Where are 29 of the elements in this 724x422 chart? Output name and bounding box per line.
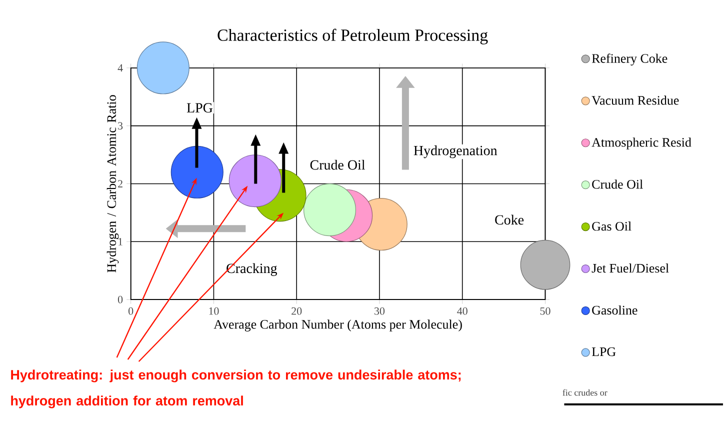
legend-label: Gasoline <box>592 305 638 314</box>
legend-label: Gas Oil <box>592 221 632 230</box>
x-tick-label: 40 <box>457 307 468 315</box>
y-tick-label: 2 <box>118 180 122 188</box>
x-tick-label: 0 <box>128 307 134 315</box>
legend-label: Crude Oil <box>592 179 643 189</box>
y-tick-label: 4 <box>118 64 123 72</box>
y-tick-label: 1 <box>118 238 122 246</box>
annotation: Crude Oil <box>310 160 366 170</box>
annotation: LPG <box>186 102 213 112</box>
annotation: Coke <box>495 214 524 224</box>
x-tick-label: 20 <box>292 307 302 315</box>
legend-label: Atmospheric Resid <box>592 137 692 150</box>
legend-label: Jet Fuel/Diesel <box>592 263 669 272</box>
legend-label: Vacuum Residue <box>592 95 679 105</box>
x-tick-label: 50 <box>540 307 550 315</box>
legend-label: LPG <box>592 347 616 356</box>
x-tick-label: 10 <box>209 307 219 315</box>
y-tick-label: 0 <box>118 296 123 304</box>
text: Hydrotreating: just enough conversion to remove undesirable atoms; hydrogen addition for atom removal <box>11 369 461 408</box>
y-tick-label: 3 <box>118 122 123 130</box>
chart-title: Characteristics of Petroleum Processing <box>218 28 488 44</box>
x-axis-title: Average Carbon Number (Atoms per Molecule) <box>214 319 462 332</box>
x-tick-label: 30 <box>374 307 385 315</box>
legend-label: Refinery Coke <box>592 53 668 66</box>
annotation: Cracking <box>226 263 278 276</box>
text: fic crudes or <box>562 389 608 396</box>
annotation: Hydrogenation <box>414 145 498 158</box>
y-axis-title: Hydrogen / Carbon Atomic Ratio <box>106 94 119 272</box>
